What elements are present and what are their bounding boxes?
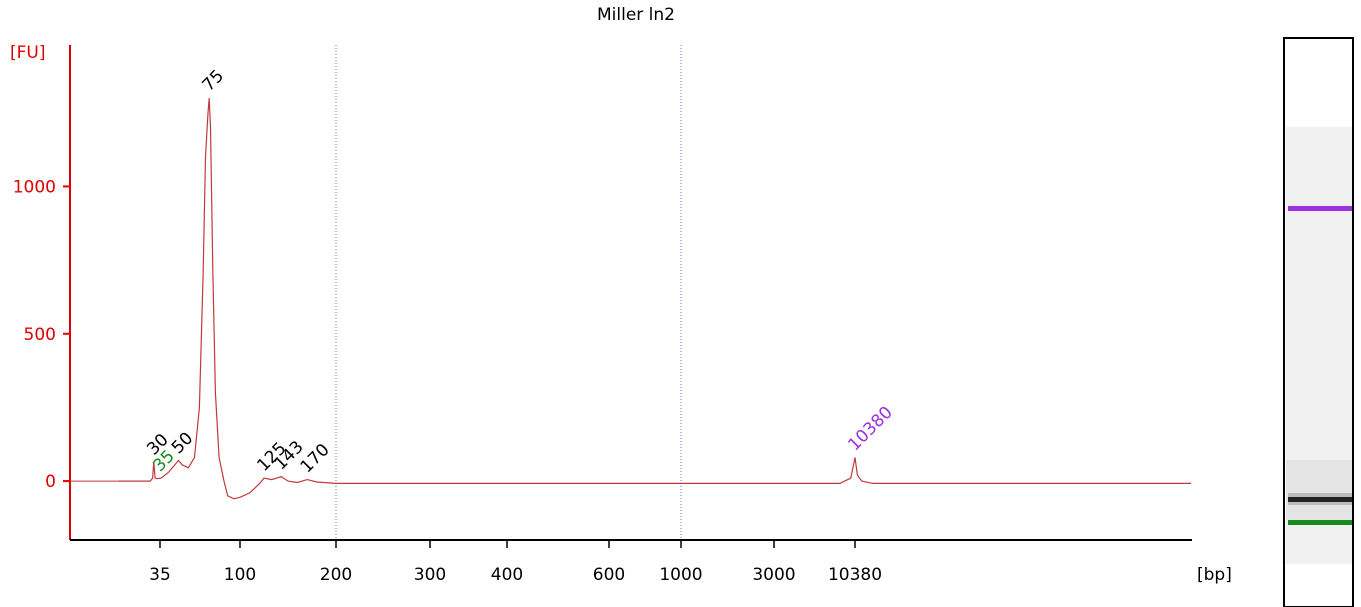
x-tick-label: 1000 xyxy=(659,565,702,585)
x-tick-label: 3000 xyxy=(752,565,795,585)
gel-lane xyxy=(1283,37,1354,607)
x-axis-label: [bp] xyxy=(1197,565,1232,585)
y-axis-label: [FU] xyxy=(10,43,46,63)
peak-label: 10380 xyxy=(844,403,896,455)
x-tick-label: 400 xyxy=(491,565,523,585)
y-tick-label: 500 xyxy=(24,325,56,345)
peak-label: 75 xyxy=(199,66,228,95)
y-tick-label: 1000 xyxy=(13,177,56,197)
x-tick-label: 35 xyxy=(149,565,171,585)
y-tick-label: 0 xyxy=(45,472,56,492)
x-tick-label: 10380 xyxy=(828,565,882,585)
x-tick-label: 100 xyxy=(224,565,256,585)
x-tick-label: 300 xyxy=(414,565,446,585)
peak-label: 170 xyxy=(297,440,334,477)
trace xyxy=(118,97,1192,500)
x-tick-label: 200 xyxy=(320,565,352,585)
x-tick-label: 600 xyxy=(593,565,625,585)
chart-title: Miller ln2 xyxy=(597,5,675,25)
peak-label: 50 xyxy=(168,429,197,458)
